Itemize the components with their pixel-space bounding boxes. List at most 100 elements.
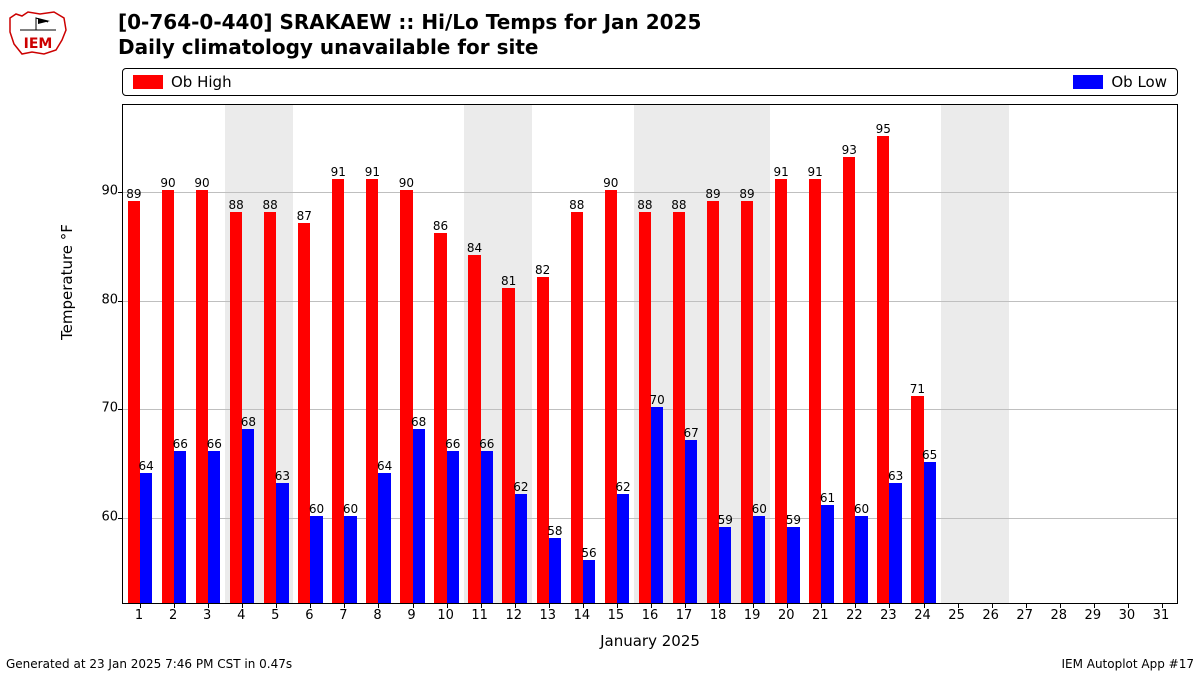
legend-low-swatch xyxy=(1073,75,1103,89)
xtick-label: 5 xyxy=(259,608,291,623)
low-bar xyxy=(242,429,254,603)
legend-low: Ob Low xyxy=(1073,73,1167,91)
xtick-label: 26 xyxy=(975,608,1007,623)
low-bar-label: 59 xyxy=(786,513,801,527)
xtick-label: 30 xyxy=(1111,608,1143,623)
xtick-label: 29 xyxy=(1077,608,1109,623)
high-bar-label: 93 xyxy=(842,143,857,157)
high-bar-label: 88 xyxy=(569,198,584,212)
xtick-label: 12 xyxy=(498,608,530,623)
ytick-label: 80 xyxy=(88,292,118,307)
title-line-2: Daily climatology unavailable for site xyxy=(118,35,701,60)
ytick-label: 70 xyxy=(88,401,118,416)
y-axis-label: Temperature °F xyxy=(58,224,76,340)
low-bar-label: 65 xyxy=(922,448,937,462)
high-bar-label: 90 xyxy=(194,176,209,190)
high-bar xyxy=(605,190,617,603)
high-bar-label: 89 xyxy=(126,187,141,201)
high-bar-label: 88 xyxy=(671,198,686,212)
high-bar-label: 88 xyxy=(637,198,652,212)
high-bar xyxy=(128,201,140,603)
xtick-label: 19 xyxy=(736,608,768,623)
low-bar xyxy=(719,527,731,603)
ytick-label: 60 xyxy=(88,510,118,525)
weekend-band xyxy=(941,105,1009,603)
xtick-label: 18 xyxy=(702,608,734,623)
high-bar-label: 86 xyxy=(433,219,448,233)
xtick-label: 9 xyxy=(396,608,428,623)
high-bar-label: 89 xyxy=(739,187,754,201)
low-bar xyxy=(855,516,867,603)
high-bar-label: 90 xyxy=(399,176,414,190)
high-bar-label: 88 xyxy=(228,198,243,212)
low-bar-label: 66 xyxy=(445,437,460,451)
high-bar xyxy=(400,190,412,603)
high-bar xyxy=(639,212,651,603)
xtick-label: 16 xyxy=(634,608,666,623)
high-bar xyxy=(366,179,378,603)
logo-text: IEM xyxy=(24,36,53,52)
high-bar-label: 88 xyxy=(263,198,278,212)
high-bar-label: 90 xyxy=(603,176,618,190)
low-bar xyxy=(753,516,765,603)
xtick-label: 31 xyxy=(1145,608,1177,623)
high-bar xyxy=(911,396,923,603)
low-bar xyxy=(310,516,322,603)
high-bar xyxy=(298,223,310,603)
high-bar-label: 71 xyxy=(910,382,925,396)
low-bar-label: 59 xyxy=(718,513,733,527)
ytick-mark xyxy=(118,409,123,410)
low-bar-label: 63 xyxy=(888,469,903,483)
high-bar xyxy=(537,277,549,603)
high-bar xyxy=(673,212,685,603)
xtick-label: 25 xyxy=(941,608,973,623)
high-bar-label: 89 xyxy=(705,187,720,201)
low-bar xyxy=(685,440,697,603)
low-bar xyxy=(651,407,663,603)
low-bar-label: 60 xyxy=(854,502,869,516)
low-bar xyxy=(889,483,901,603)
low-bar-label: 68 xyxy=(411,415,426,429)
low-bar xyxy=(617,494,629,603)
xtick-label: 6 xyxy=(293,608,325,623)
low-bar xyxy=(447,451,459,603)
legend: Ob High Ob Low xyxy=(122,68,1178,96)
x-axis-label: January 2025 xyxy=(122,632,1178,650)
low-bar-label: 64 xyxy=(139,459,154,473)
low-bar xyxy=(924,462,936,603)
low-bar-label: 60 xyxy=(343,502,358,516)
xtick-label: 11 xyxy=(464,608,496,623)
xtick-label: 4 xyxy=(225,608,257,623)
ytick-mark xyxy=(118,301,123,302)
ytick-mark xyxy=(118,192,123,193)
high-bar xyxy=(468,255,480,603)
low-bar xyxy=(481,451,493,603)
footer-app: IEM Autoplot App #17 xyxy=(1061,657,1194,671)
high-bar xyxy=(809,179,821,603)
high-bar xyxy=(196,190,208,603)
high-bar-label: 84 xyxy=(467,241,482,255)
high-bar xyxy=(843,157,855,603)
xtick-label: 13 xyxy=(532,608,564,623)
xtick-label: 22 xyxy=(838,608,870,623)
low-bar xyxy=(344,516,356,603)
low-bar xyxy=(174,451,186,603)
xtick-label: 14 xyxy=(566,608,598,623)
low-bar xyxy=(378,473,390,603)
chart-title: [0-764-0-440] SRAKAEW :: Hi/Lo Temps for… xyxy=(118,10,701,60)
xtick-label: 3 xyxy=(191,608,223,623)
low-bar-label: 62 xyxy=(615,480,630,494)
xtick-label: 8 xyxy=(361,608,393,623)
low-bar-label: 67 xyxy=(684,426,699,440)
high-bar xyxy=(877,136,889,603)
low-bar-label: 68 xyxy=(241,415,256,429)
iem-logo: IEM xyxy=(8,8,68,58)
title-line-1: [0-764-0-440] SRAKAEW :: Hi/Lo Temps for… xyxy=(118,10,701,35)
xtick-label: 1 xyxy=(123,608,155,623)
high-bar-label: 91 xyxy=(365,165,380,179)
xtick-label: 28 xyxy=(1043,608,1075,623)
low-bar-label: 66 xyxy=(479,437,494,451)
high-bar-label: 91 xyxy=(773,165,788,179)
high-bar-label: 90 xyxy=(160,176,175,190)
high-bar-label: 81 xyxy=(501,274,516,288)
